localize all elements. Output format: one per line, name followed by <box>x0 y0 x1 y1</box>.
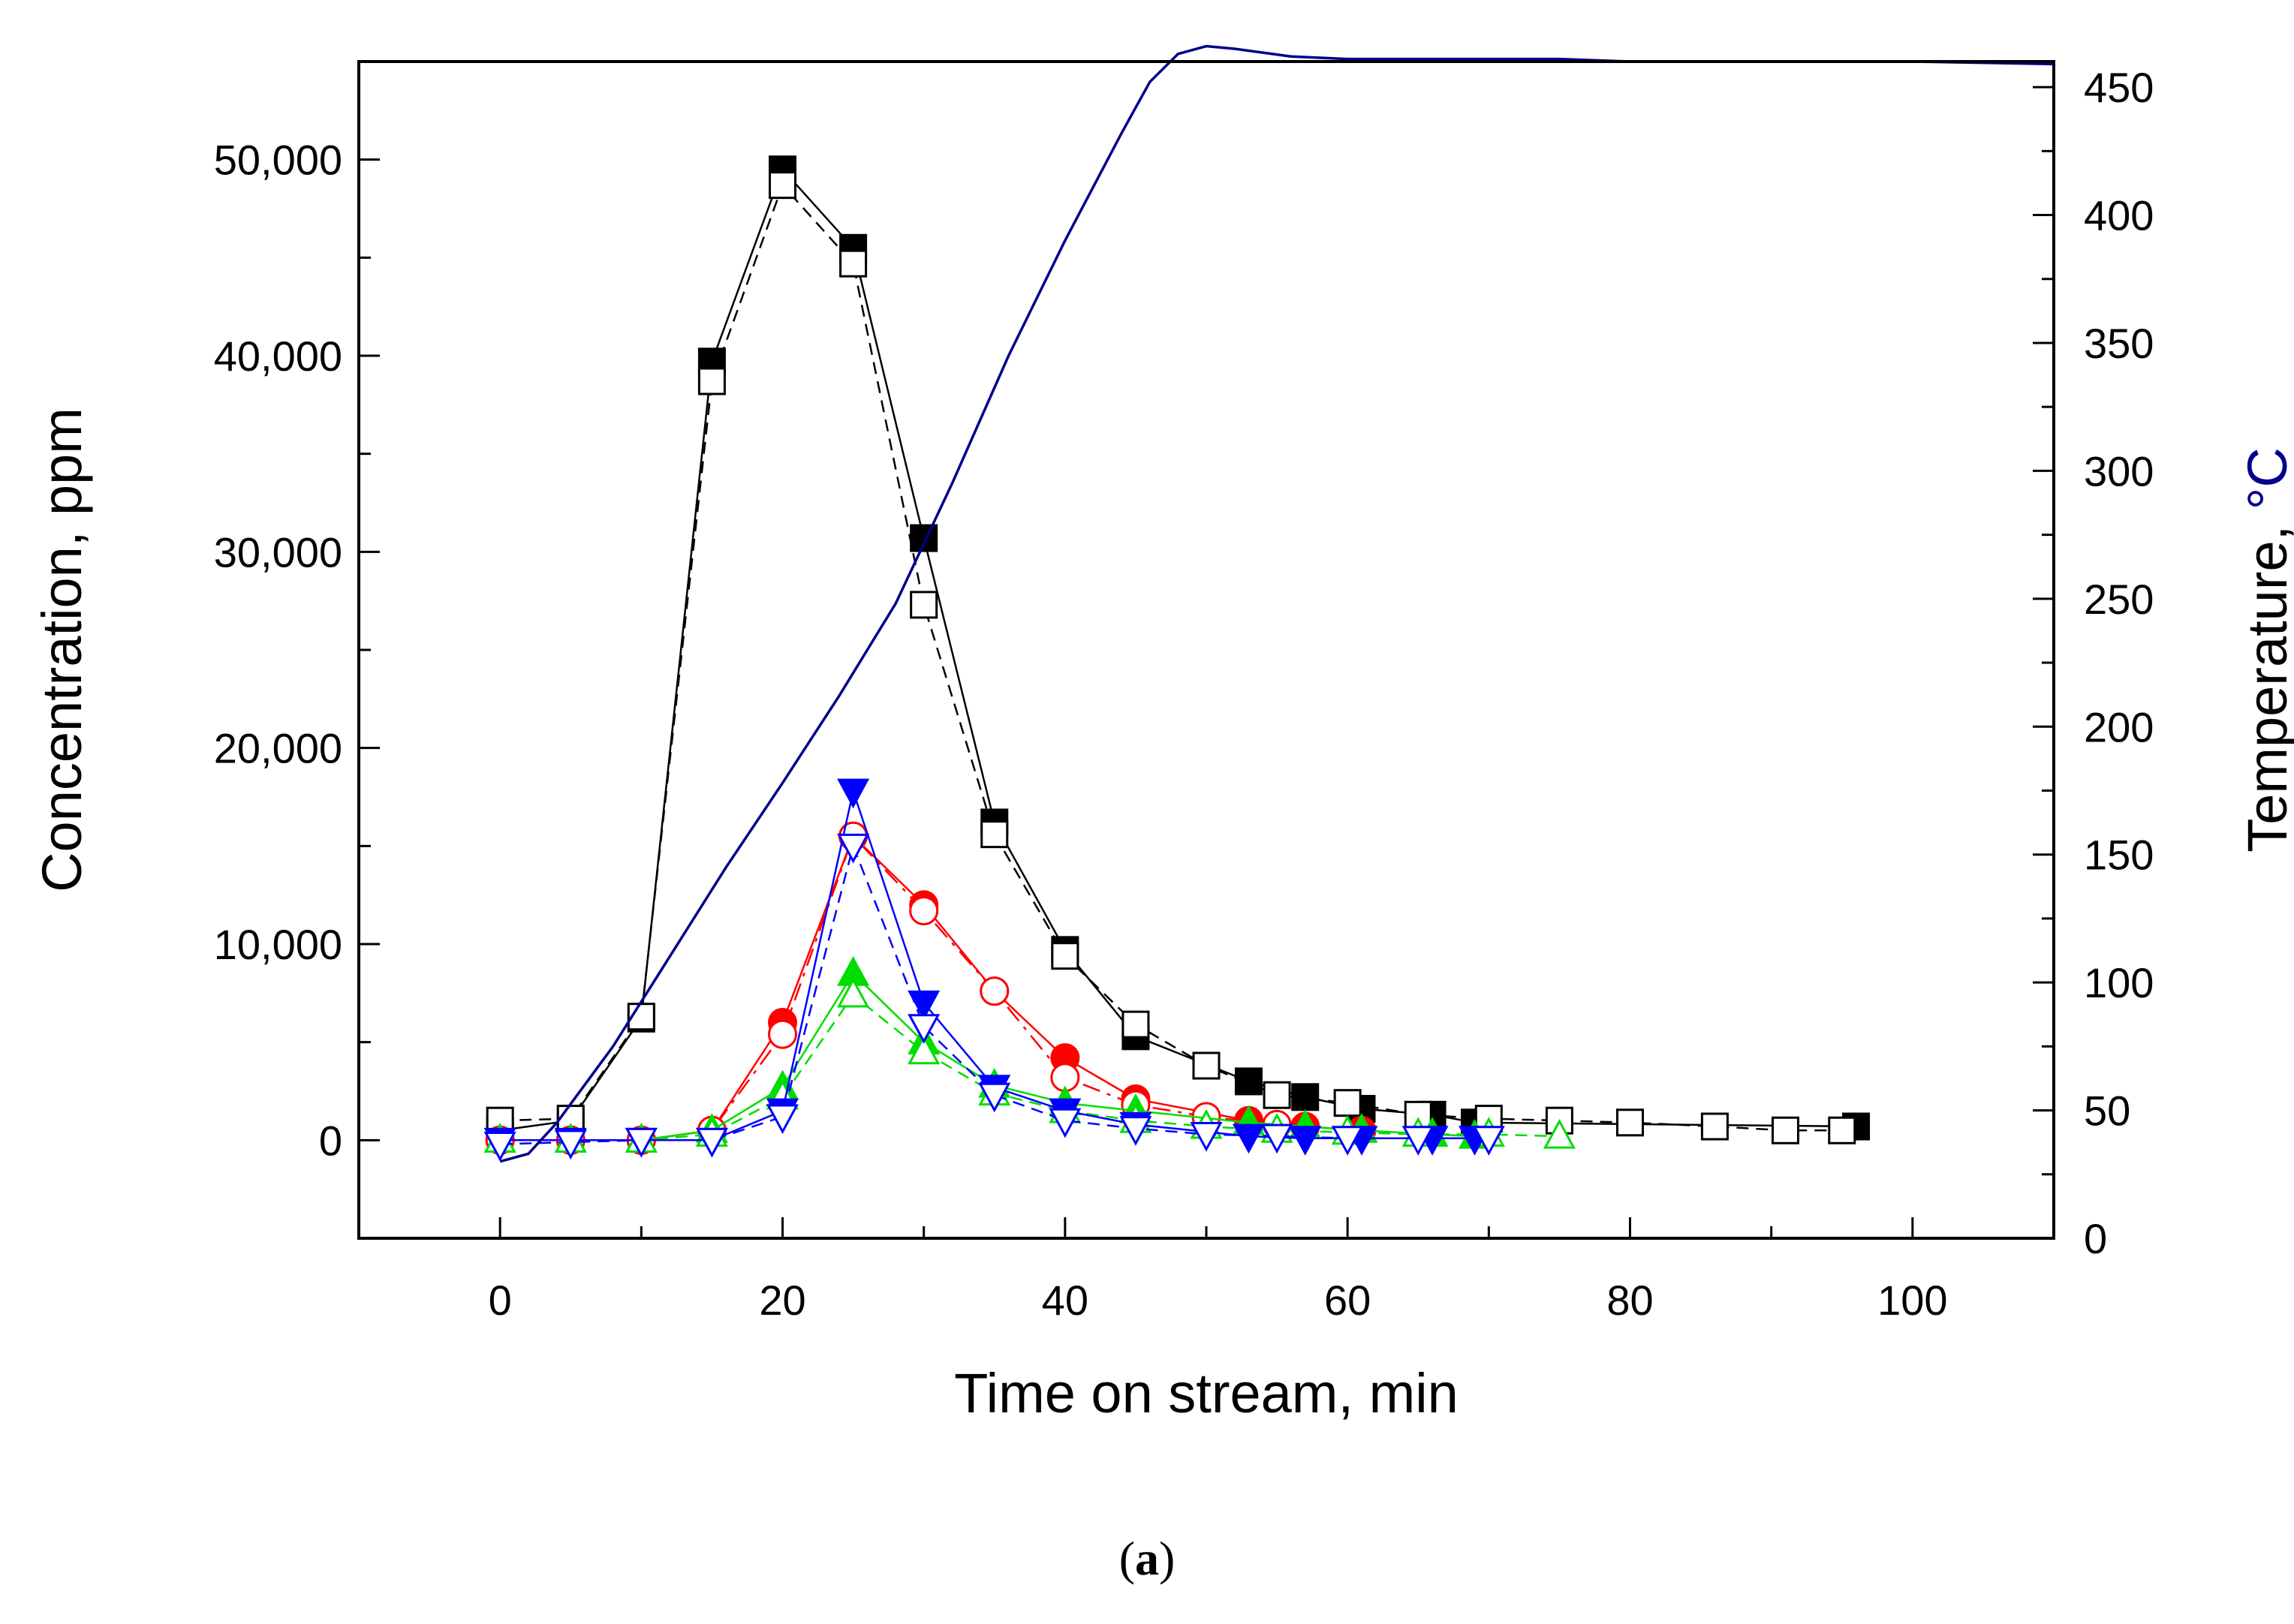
caption-open: ( <box>1119 1532 1135 1585</box>
data-point <box>1190 1121 1223 1152</box>
y2-tick-label: 300 <box>2084 447 2154 495</box>
series-line <box>500 183 1842 1132</box>
series-line <box>499 44 2055 1163</box>
data-point <box>1771 1116 1799 1144</box>
data-point <box>1192 1051 1221 1080</box>
x-tick-label: 40 <box>1042 1277 1088 1324</box>
series-0 <box>486 155 1871 1144</box>
x-axis-title: Time on stream, min <box>954 1362 1459 1424</box>
y-tick-label: 50,000 <box>214 137 342 184</box>
data-point <box>980 976 1010 1006</box>
data-point <box>909 896 939 926</box>
data-point <box>908 1034 941 1065</box>
y-tick-label: 0 <box>319 1117 342 1164</box>
y2-tick-label: 100 <box>2084 959 2154 1006</box>
data-point <box>768 1019 797 1049</box>
x-tick-label: 100 <box>1877 1277 1947 1324</box>
chart-marks <box>483 44 2055 1163</box>
y2-tick-label: 350 <box>2084 320 2154 367</box>
series-1 <box>486 171 1856 1144</box>
x-tick-label: 80 <box>1606 1277 1653 1324</box>
series-line <box>500 834 1278 1141</box>
axis-ticks <box>357 60 2055 1240</box>
y2-axis-title-unit: °C <box>2236 447 2294 510</box>
data-point <box>1543 1118 1576 1149</box>
y2-tick-label: 0 <box>2084 1215 2107 1262</box>
data-point <box>1289 1126 1322 1156</box>
data-point <box>769 171 796 200</box>
data-point <box>1472 1126 1505 1156</box>
data-point <box>908 990 941 1021</box>
caption-letter: a <box>1135 1532 1159 1585</box>
data-point <box>1616 1108 1644 1137</box>
data-point <box>1333 1089 1362 1117</box>
y2-tick-label: 250 <box>2084 576 2154 623</box>
y2-axis-title: Temperature, °C <box>2236 447 2294 853</box>
data-point <box>1263 1081 1291 1109</box>
data-point <box>1234 1067 1263 1096</box>
data-point <box>483 1132 516 1162</box>
x-tick-label: 60 <box>1324 1277 1371 1324</box>
y-tick-label: 20,000 <box>214 725 342 772</box>
caption-close: ) <box>1159 1532 1175 1585</box>
data-point <box>910 591 938 619</box>
tick-labels: 0 20 40 60 80 100 0 10,000 20,000 30,000 40,000 50,… <box>214 64 2154 1324</box>
series-2 <box>485 821 1377 1155</box>
data-point <box>839 249 868 278</box>
series-line <box>500 994 1560 1141</box>
y-tick-label: 10,000 <box>214 921 342 968</box>
y2-tick-label: 50 <box>2084 1087 2130 1135</box>
data-point <box>1700 1112 1729 1141</box>
x-tick-label: 0 <box>489 1277 512 1324</box>
y2-tick-label: 200 <box>2084 703 2154 750</box>
data-point <box>625 1127 658 1158</box>
data-point <box>554 1129 587 1160</box>
data-point <box>1828 1116 1856 1144</box>
y2-tick-label: 150 <box>2084 832 2154 879</box>
data-point <box>1331 1126 1364 1156</box>
data-point <box>695 1127 728 1158</box>
data-point <box>1119 1116 1152 1146</box>
x-tick-label: 20 <box>759 1277 805 1324</box>
y-tick-label: 30,000 <box>214 528 342 576</box>
series-3 <box>485 821 1292 1155</box>
data-point <box>837 977 870 1008</box>
data-point <box>1232 1123 1265 1154</box>
data-point <box>910 524 938 552</box>
data-point <box>1401 1126 1435 1156</box>
data-point <box>1049 1108 1082 1138</box>
data-point <box>1121 1010 1150 1039</box>
series-line <box>500 835 1362 1141</box>
data-point <box>837 833 870 864</box>
y-tick-label: 40,000 <box>214 332 342 380</box>
data-point <box>908 1014 941 1044</box>
y2-axis-title-text: Temperature, <box>2236 510 2294 853</box>
y2-tick-label: 450 <box>2084 64 2154 111</box>
series-line <box>500 167 1856 1132</box>
y2-tick-label: 400 <box>2084 192 2154 239</box>
y-axis-title: Concentration, ppm <box>31 408 93 892</box>
data-point <box>1260 1123 1293 1154</box>
series-7 <box>483 833 1505 1162</box>
figure-caption: (a) <box>1119 1532 1176 1585</box>
data-point <box>766 1104 799 1135</box>
data-point <box>697 367 726 395</box>
series-8 <box>499 44 2055 1163</box>
data-point <box>1051 942 1079 970</box>
data-point <box>978 1082 1011 1113</box>
data-point <box>980 820 1009 849</box>
series-line <box>500 843 1489 1145</box>
data-point <box>837 778 870 809</box>
